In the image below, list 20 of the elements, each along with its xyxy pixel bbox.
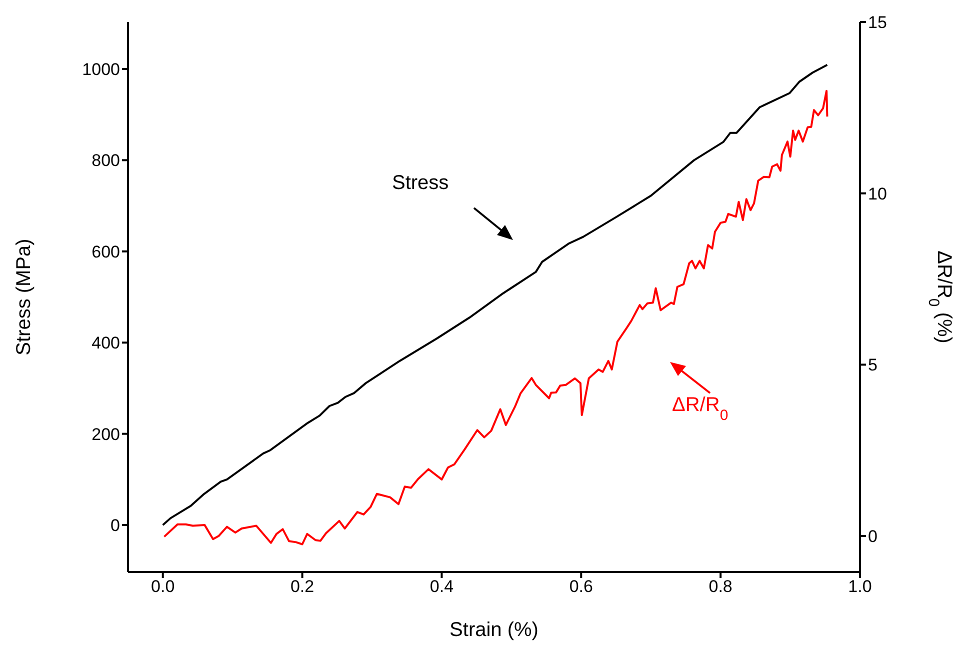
x-tick-label: 0.6 (569, 577, 593, 596)
x-axis-title: Strain (%) (450, 619, 538, 641)
y-tick-label: 800 (92, 151, 120, 170)
y2-tick-label: 10 (868, 184, 887, 204)
y-axis-title: Stress (MPa) (13, 238, 35, 356)
x-tick-label: 0.0 (151, 577, 175, 596)
y-tick-label: 400 (92, 334, 120, 353)
annotation: Stress (392, 172, 449, 194)
x-tick-label: 0.2 (290, 577, 314, 596)
x-tick-label: 0.8 (708, 577, 732, 596)
y2-tick-label: 15 (868, 13, 887, 32)
annotation: ΔR/R$_{0}$ (672, 394, 728, 424)
y2-tick-label: 5 (868, 356, 878, 375)
y-tick-label: 600 (92, 242, 120, 262)
x-tick-label: 0.4 (430, 577, 454, 596)
y-tick-label: 0 (110, 516, 120, 536)
x-tick-label: 1.0 (848, 577, 872, 596)
y-tick-label: 1000 (82, 60, 120, 80)
y-tick-label: 200 (92, 424, 120, 444)
y2-tick-label: 0 (868, 527, 878, 546)
